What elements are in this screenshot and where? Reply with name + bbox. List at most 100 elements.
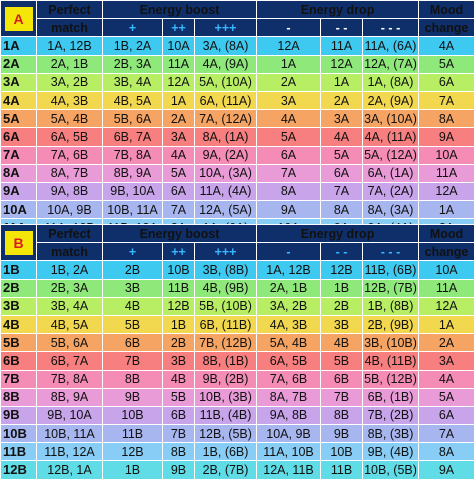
boost-plus-3-cell: 8A, (1A) — [195, 128, 257, 146]
drop-minus-2-cell: 2A — [321, 91, 363, 109]
energy-drop-header: Energy drop — [257, 1, 419, 19]
boost-plus-2-cell: 11A — [163, 55, 195, 73]
section-a-symbol-row: match + ++ +++ - - - - - - change — [1, 19, 474, 37]
key-cell: 8B — [1, 388, 37, 406]
drop-minus-3-cell: 1B, (8B) — [363, 297, 419, 315]
perfect-match-cell: 5A, 4B — [37, 110, 103, 128]
boost-plus-1-cell: 2B — [103, 261, 163, 279]
drop-minus-3-cell: 1A, (8A) — [363, 73, 419, 91]
drop-minus-3-cell: 9B, (4B) — [363, 443, 419, 461]
key-cell: 4B — [1, 315, 37, 333]
drop-minus-3-cell: 5A, (12A) — [363, 146, 419, 164]
key-cell: 10A — [1, 201, 37, 219]
boost-plus-3-cell: 10A, (3A) — [195, 164, 257, 182]
boost-plus-1-cell: 3B — [103, 279, 163, 297]
drop-minus-3-cell: 8B, (3B) — [363, 425, 419, 443]
drop-minus-3-cell: 12A, (7A) — [363, 55, 419, 73]
drop-minus-1-cell: 4A — [257, 110, 321, 128]
boost-plus-2-cell: 12A — [163, 73, 195, 91]
boost-plus-1-cell: 5B — [103, 315, 163, 333]
mood-change-cell: 4A — [419, 37, 474, 55]
drop-minus-1-cell: 5A — [257, 128, 321, 146]
perfect-match-cell: 2A, 1B — [37, 55, 103, 73]
perfect-match-cell: 3A, 2B — [37, 73, 103, 91]
mood-change-cell: 9A — [419, 128, 474, 146]
mood-change-cell: 7A — [419, 425, 474, 443]
boost-plus-1-cell: 1B — [103, 461, 163, 479]
drop-minus-2-cell: 5B — [321, 352, 363, 370]
key-cell: 6B — [1, 352, 37, 370]
mood-change-cell: 9A — [419, 461, 474, 479]
perfect-match-cell: 10A, 9B — [37, 201, 103, 219]
drop-minus-1-cell: 2A, 1B — [257, 279, 321, 297]
drop-minus-3-cell: 4B, (11B) — [363, 352, 419, 370]
boost-plus-1: + — [103, 19, 163, 37]
perfect-match-cell: 11B, 12A — [37, 443, 103, 461]
drop-minus-1: - — [257, 19, 321, 37]
drop-minus-1-cell: 10A, 9B — [257, 425, 321, 443]
drop-minus-2: - - — [321, 243, 363, 261]
drop-minus-2-cell: 12B — [321, 261, 363, 279]
section-b-table: B Perfect Energy boost Energy drop Mood … — [0, 224, 474, 480]
boost-plus-2-cell: 1B — [163, 315, 195, 333]
drop-minus-2-cell: 2B — [321, 297, 363, 315]
key-cell: 3A — [1, 73, 37, 91]
perfect-match-cell: 8B, 9A — [37, 388, 103, 406]
key-cell: 1A — [1, 37, 37, 55]
perfect-match-header-line2: match — [37, 243, 103, 261]
mood-change-cell: 1A — [419, 201, 474, 219]
drop-minus-2-cell: 11A — [321, 37, 363, 55]
section-b-badge: B — [5, 231, 33, 255]
perfect-match-cell: 10B, 11A — [37, 425, 103, 443]
perfect-match-cell: 6A, 5B — [37, 128, 103, 146]
drop-minus-2-cell: 7A — [321, 182, 363, 200]
drop-minus-2-cell: 1A — [321, 73, 363, 91]
drop-minus-1-cell: 3A — [257, 91, 321, 109]
drop-minus-3-cell: 11A, (6A) — [363, 37, 419, 55]
drop-minus-3-cell: 3B, (10B) — [363, 334, 419, 352]
boost-plus-3-cell: 7B, (12B) — [195, 334, 257, 352]
section-a-badge-cell: A — [1, 1, 37, 37]
boost-plus-3-cell: 9A, (2A) — [195, 146, 257, 164]
boost-plus-1-cell: 9B — [103, 388, 163, 406]
boost-plus-1-cell: 7B, 8A — [103, 146, 163, 164]
drop-minus-2-cell: 6A — [321, 164, 363, 182]
boost-plus-1-cell: 4B, 5A — [103, 91, 163, 109]
boost-plus-1-cell: 10B, 11A — [103, 201, 163, 219]
boost-plus-1-cell: 3B, 4A — [103, 73, 163, 91]
section-b-header-row: B Perfect Energy boost Energy drop Mood — [1, 225, 474, 243]
mood-change-header-line1: Mood — [419, 225, 474, 243]
perfect-match-cell: 9A, 8B — [37, 182, 103, 200]
drop-minus-1-cell: 9A — [257, 201, 321, 219]
drop-minus-3-cell: 12B, (7B) — [363, 279, 419, 297]
section-a-table: A Perfect Energy boost Energy drop Mood … — [0, 0, 474, 256]
drop-minus-2-cell: 4B — [321, 334, 363, 352]
perfect-match-cell: 4B, 5A — [37, 315, 103, 333]
drop-minus-3-cell: 10B, (5B) — [363, 461, 419, 479]
mood-change-header-line2: change — [419, 19, 474, 37]
key-cell: 8A — [1, 164, 37, 182]
boost-plus-2-cell: 2A — [163, 110, 195, 128]
boost-plus-3-cell: 8B, (1B) — [195, 352, 257, 370]
drop-minus-1-cell: 6A, 5B — [257, 352, 321, 370]
key-cell: 9A — [1, 182, 37, 200]
drop-minus-2-cell: 11B — [321, 461, 363, 479]
mood-change-cell: 10A — [419, 261, 474, 279]
mood-change-header-line1: Mood — [419, 1, 474, 19]
drop-minus-2-cell: 7B — [321, 388, 363, 406]
perfect-match-cell: 4A, 3B — [37, 91, 103, 109]
boost-plus-2-cell: 10B — [163, 261, 195, 279]
drop-minus-3-cell: 6B, (1B) — [363, 388, 419, 406]
key-cell: 5A — [1, 110, 37, 128]
key-cell: 6A — [1, 128, 37, 146]
boost-plus-2-cell: 6A — [163, 182, 195, 200]
